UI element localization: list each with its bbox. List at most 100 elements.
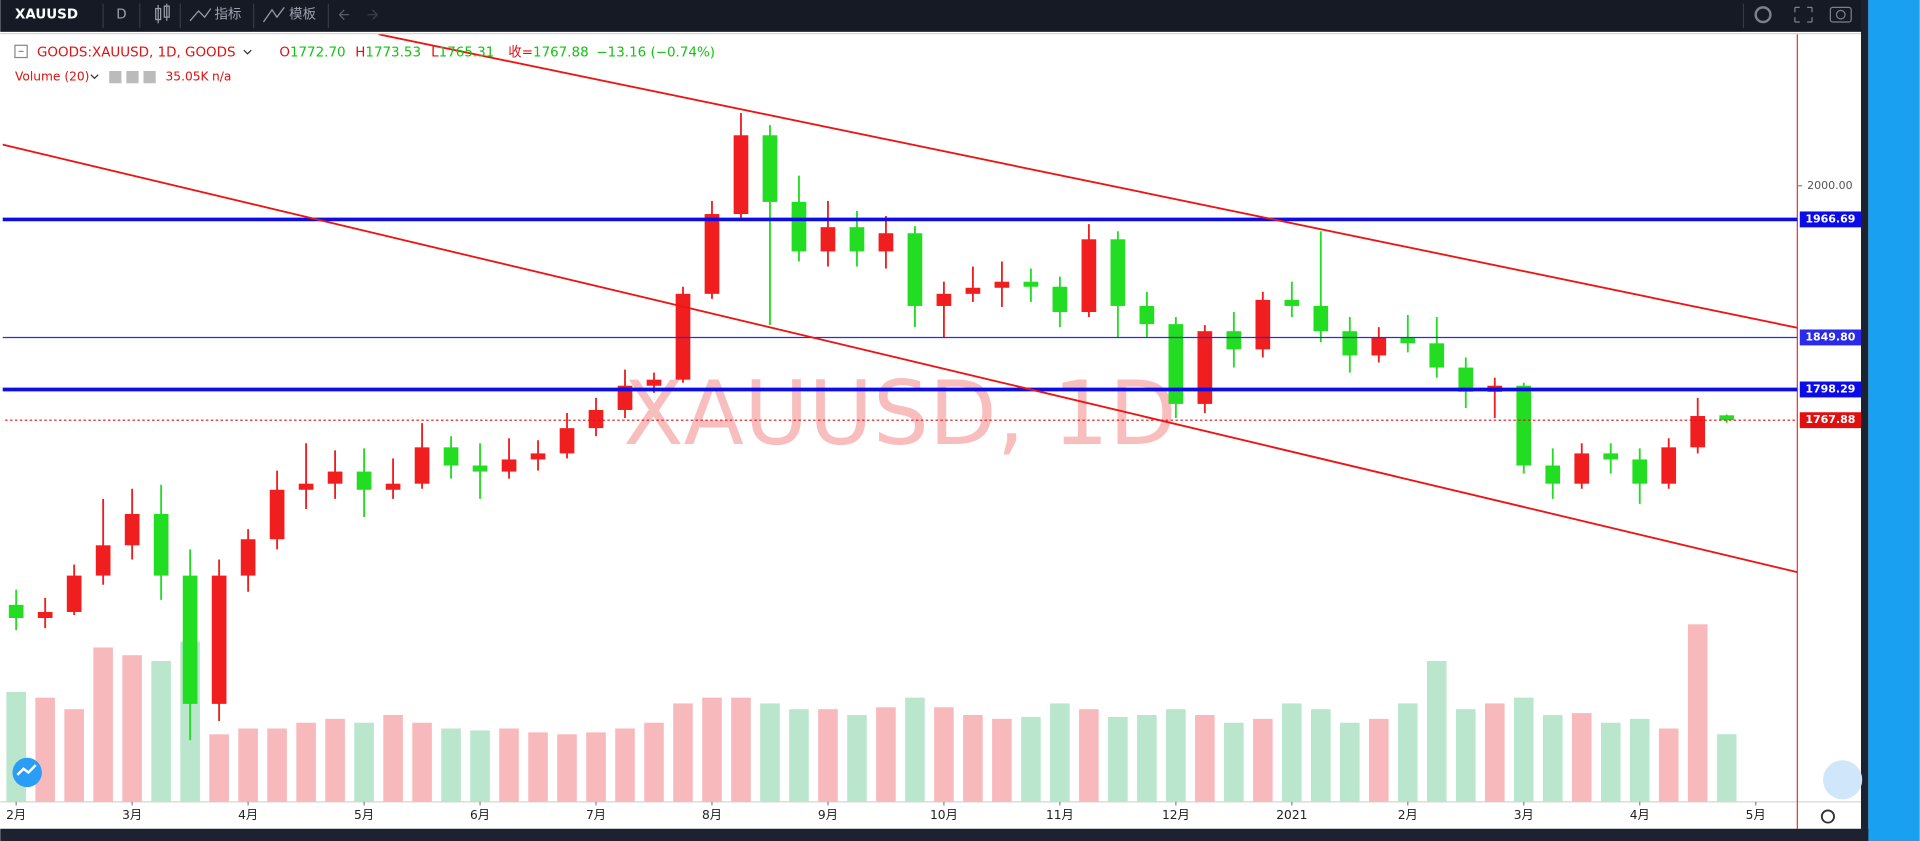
undo[interactable] (338, 9, 350, 21)
x-tick-label: 11月 (1046, 808, 1074, 822)
collapse-icon[interactable] (14, 44, 28, 59)
side-panel (1868, 0, 1920, 841)
volume-bar (93, 647, 113, 802)
template-icon[interactable] (262, 6, 285, 23)
volume-bar (673, 703, 693, 802)
candle-body (182, 575, 198, 704)
candle-body (1342, 331, 1358, 356)
candle-body (124, 513, 140, 546)
candle-body (66, 575, 82, 612)
volume-bar (876, 707, 896, 802)
volume-title[interactable]: Volume (20) (15, 70, 90, 84)
candle-body (1284, 299, 1300, 306)
x-tick-label: 12月 (1162, 808, 1190, 822)
volume-bar (557, 734, 577, 802)
volume-bar (122, 655, 142, 802)
axis-settings[interactable] (1820, 809, 1835, 824)
edit-button[interactable] (1823, 760, 1863, 800)
volume-bar (1021, 716, 1041, 802)
fullscreen[interactable] (1794, 6, 1813, 23)
volume-bar (963, 715, 983, 802)
volume-bar (1369, 718, 1389, 802)
volume-bar (644, 722, 664, 802)
x-tick-label: 4月 (238, 808, 258, 822)
volume-bar (1687, 624, 1708, 802)
level-tag (1799, 381, 1861, 398)
legend-close: 收=1767.88 (508, 45, 588, 61)
volume-bar (615, 728, 635, 802)
candle-body (936, 293, 952, 306)
legend-high: H1773.53 (355, 46, 421, 61)
candle-body (501, 459, 517, 472)
settings[interactable] (1754, 6, 1772, 24)
candle-body (1719, 415, 1735, 421)
volume-bar (731, 697, 751, 802)
templates-button[interactable]: 模板 (289, 7, 316, 23)
volume-bar (470, 730, 490, 802)
x-tick-label: 5月 (354, 808, 374, 822)
frame (1860, 0, 1869, 841)
volume-bar (1629, 718, 1650, 802)
volume-bar (1253, 718, 1273, 802)
snapshot[interactable] (1829, 6, 1852, 23)
candle-body (95, 545, 111, 576)
indicators-button[interactable]: 指标 (214, 7, 241, 23)
candle-body (414, 447, 430, 484)
candle-body (1255, 299, 1271, 350)
trend-line (378, 34, 1798, 329)
redo[interactable] (367, 9, 378, 21)
chevron[interactable] (90, 74, 99, 80)
volume-bar (441, 728, 461, 802)
indicator-icon[interactable] (189, 8, 212, 22)
x-tick-label: 10月 (930, 808, 958, 822)
level-tag (1799, 211, 1861, 228)
level-tag (1799, 329, 1861, 346)
legend-change: −13.16 (−0.74%) (596, 46, 715, 61)
chevron[interactable] (243, 49, 252, 55)
volume-bar (1455, 709, 1476, 802)
candle-icon[interactable] (155, 3, 170, 24)
settings-icon[interactable] (126, 71, 139, 84)
candle-body (1197, 331, 1213, 404)
volume-bar (296, 722, 316, 802)
interval[interactable]: D (116, 8, 126, 23)
candle-body (356, 471, 372, 490)
close-icon[interactable] (143, 71, 156, 84)
candle-body (704, 214, 720, 294)
volume-value: 35.05K (166, 70, 210, 84)
logo-mark (16, 764, 37, 776)
candle-body (791, 201, 807, 252)
volume-bar (1513, 697, 1534, 802)
volume-bar (760, 703, 780, 802)
y-tick-label: 2000.00 (1807, 179, 1852, 192)
volume-bar (905, 697, 925, 802)
eye-icon[interactable] (109, 71, 122, 84)
candle-body (1603, 453, 1619, 460)
volume-bar (1571, 713, 1592, 802)
x-tick-label: 2021 (1276, 808, 1307, 822)
candle-body (820, 227, 836, 252)
legend-title[interactable]: GOODS:XAUUSD, 1D, GOODS (37, 46, 236, 61)
volume-bar (1398, 703, 1418, 802)
candle-body (1313, 305, 1329, 332)
candle-body (1545, 465, 1561, 484)
x-tick-label: 2月 (6, 808, 26, 822)
volume-bar (789, 709, 809, 802)
candle-body (1023, 281, 1039, 287)
candle-body (472, 465, 488, 472)
last-price-tag (1799, 412, 1861, 429)
candle-body (878, 233, 894, 252)
toolbar (0, 0, 1864, 32)
volume-bar (209, 734, 229, 802)
symbol[interactable]: XAUUSD (15, 8, 78, 23)
candle-body (1226, 331, 1242, 350)
volume-bar (586, 732, 606, 802)
candle-body (1632, 459, 1648, 484)
ohlc-value: 1773.53 (365, 46, 421, 61)
candle-body (994, 281, 1010, 288)
x-tick-label: 5月 (1746, 808, 1766, 822)
level-label: 1966.69 (1805, 212, 1855, 225)
candle-body (298, 483, 314, 490)
plot-area: XAUUSD, 1D (2, 34, 1798, 802)
volume-bar (1658, 728, 1679, 802)
